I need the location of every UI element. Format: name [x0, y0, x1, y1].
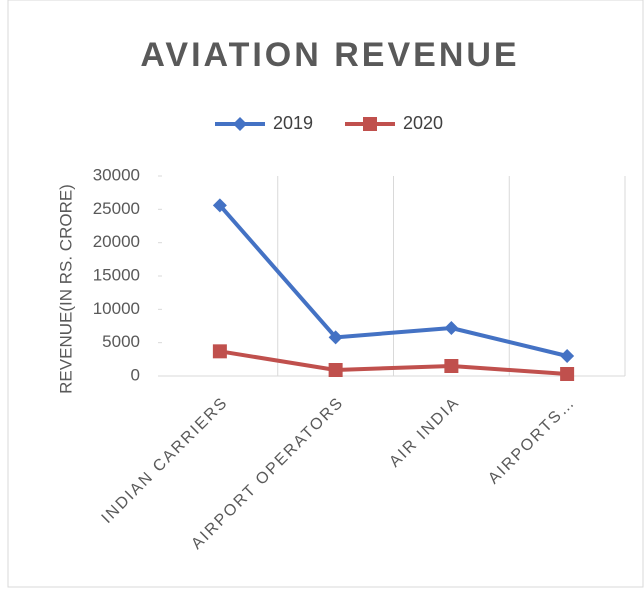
y-tick-label: 30000: [93, 165, 140, 184]
data-point: [212, 344, 227, 359]
data-point: [328, 330, 343, 345]
data-point: [560, 349, 575, 363]
y-tick-label: 20000: [93, 232, 140, 251]
series-line: [219, 349, 568, 376]
data-point: [444, 359, 459, 373]
y-axis-label: REVENUE(IN RS. CRORE): [56, 184, 75, 394]
legend-marker: [363, 117, 377, 131]
y-tick-label: 10000: [93, 299, 140, 318]
legend-marker: [233, 117, 247, 131]
y-tick-label: 25000: [93, 199, 140, 218]
data-point: [560, 367, 575, 381]
series-line: [218, 204, 568, 358]
legend-label: 2019: [273, 113, 313, 133]
y-tick-label: 0: [131, 365, 140, 384]
y-tick-label: 15000: [93, 265, 140, 284]
data-point: [444, 321, 459, 335]
data-point: [212, 198, 227, 213]
chart-title: AVIATION REVENUE: [140, 36, 519, 74]
legend-label: 2020: [403, 113, 443, 133]
data-point: [328, 363, 343, 377]
y-tick-label: 5000: [102, 332, 140, 351]
chart-frame: [7, 0, 644, 588]
